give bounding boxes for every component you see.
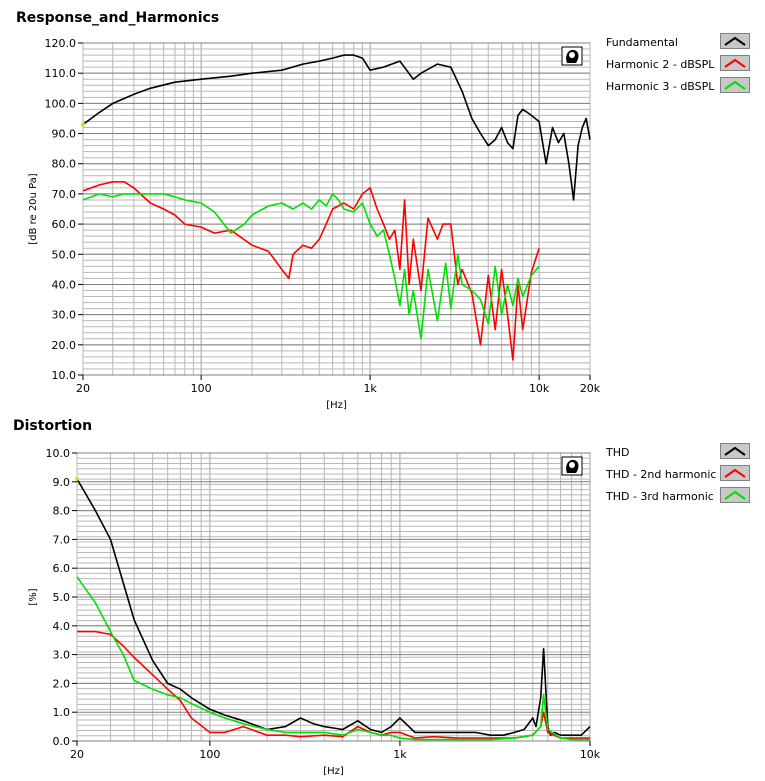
y-tick-label: 5.0 [53, 591, 71, 604]
y-axis-label: [dB re 20u Pa] [28, 173, 39, 244]
legend-swatch[interactable] [720, 33, 750, 49]
graph-tools-icon[interactable] [561, 46, 583, 66]
legend-label: THD - 3rd harmonic [606, 490, 714, 503]
y-tick-label: 60.0 [52, 218, 77, 231]
grid [82, 42, 591, 376]
legend-swatch[interactable] [720, 443, 750, 459]
x-axis-label: [Hz] [323, 766, 344, 777]
y-tick-label: 40.0 [52, 278, 77, 291]
x-tick-label: 20 [76, 382, 90, 395]
y-tick-label: 0.0 [53, 735, 71, 748]
chart-2-plot: 0.0 1.0 2.0 3.0 4.0 5.0 6.0 7.0 8.0 9.0 10.0 20 100 1… [28, 447, 601, 777]
chart-1-title: Response_and_Harmonics [16, 10, 220, 26]
series-line-1 [82, 54, 591, 201]
x-tick-label: 10k [580, 748, 601, 761]
y-tick-label: 110.0 [45, 67, 77, 80]
x-tick-label: 100 [199, 748, 220, 761]
legend-item: Harmonic 3 - dBSPL [606, 77, 756, 100]
x-tick-label: 20 [70, 748, 84, 761]
legend-swatch[interactable] [720, 487, 750, 503]
graph-tools-icon[interactable] [561, 456, 583, 476]
legend-swatch[interactable] [720, 465, 750, 481]
y-tick-label: 90.0 [52, 128, 77, 141]
series-line-3 [76, 576, 590, 741]
y-tick-label: 30.0 [52, 309, 77, 322]
cursor-marker [81, 122, 85, 127]
y-tick-label: 10.0 [52, 369, 77, 382]
legend-item: THD [606, 443, 756, 466]
y-tick-label: 2.0 [53, 677, 71, 690]
legend-chart-1: Fundamental Harmonic 2 - dBSPL Harmonic 3 … [606, 33, 756, 100]
x-tick-label: 10k [529, 382, 550, 395]
chart-2-title: Distortion [13, 418, 93, 434]
legend-label: Harmonic 3 - dBSPL [606, 80, 715, 93]
y-axis-label: [%] [28, 588, 39, 605]
legend-item: Harmonic 2 - dBSPL [606, 55, 756, 78]
y-tick-label: 70.0 [52, 188, 77, 201]
y-tick-label: 9.0 [53, 476, 71, 489]
legend-label: Harmonic 2 - dBSPL [606, 58, 715, 71]
x-tick-label: 1k [393, 748, 407, 761]
y-tick-label: 4.0 [53, 620, 71, 633]
y-tick-label: 10.0 [46, 447, 71, 460]
legend-item: THD - 3rd harmonic [606, 487, 756, 510]
legend-item: Fundamental [606, 33, 756, 56]
y-tick-label: 3.0 [53, 649, 71, 662]
legend-swatch[interactable] [720, 55, 750, 71]
legend-swatch[interactable] [720, 77, 750, 93]
y-tick-label: 50.0 [52, 248, 77, 261]
series-line-1 [76, 478, 591, 737]
y-tick-label: 7.0 [53, 533, 71, 546]
x-tick-label: 1k [363, 382, 377, 395]
legend-chart-2: THD THD - 2nd harmonic THD - 3rd harmonic [606, 443, 756, 510]
x-tick-label: 100 [191, 382, 212, 395]
x-tick-label: 20k [580, 382, 601, 395]
x-axis-label: [Hz] [326, 400, 347, 411]
y-tick-label: 1.0 [53, 706, 71, 719]
chart-1-plot: 10.0 20.0 30.0 40.0 50.0 60.0 70.0 80.0 90.0 100.… [28, 37, 601, 411]
y-tick-label: 20.0 [52, 339, 77, 352]
legend-label: Fundamental [606, 36, 678, 49]
y-tick-label: 6.0 [53, 562, 71, 575]
cursor-marker [75, 476, 79, 481]
y-tick-label: 100.0 [45, 97, 77, 110]
plot-area [82, 42, 591, 376]
grid [76, 452, 591, 742]
legend-label: THD - 2nd harmonic [606, 468, 717, 481]
series-line-3 [82, 193, 540, 340]
y-tick-label: 120.0 [45, 37, 77, 50]
y-tick-label: 8.0 [53, 505, 71, 518]
legend-item: THD - 2nd harmonic [606, 465, 756, 488]
y-tick-label: 80.0 [52, 158, 77, 171]
legend-label: THD [606, 446, 630, 459]
